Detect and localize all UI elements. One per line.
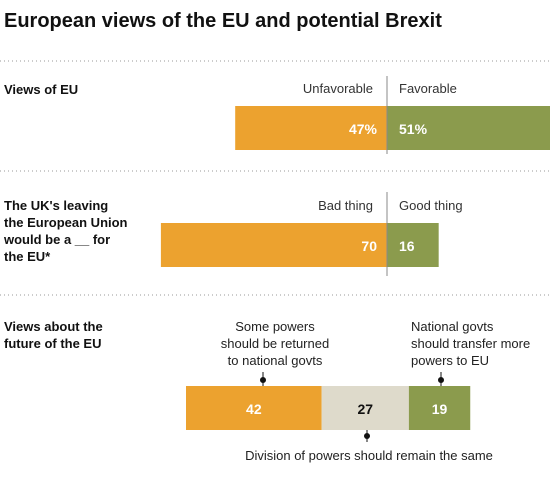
annotation-0-line-1: should be returned	[221, 336, 329, 351]
annotation-0-dot	[260, 377, 266, 383]
section-label-1-line-1: the European Union	[4, 215, 128, 230]
annotation-1-dot	[364, 433, 370, 439]
bar-1-left	[160, 223, 387, 267]
stack-label-2: 19	[432, 401, 448, 417]
bar-0-left	[235, 106, 387, 150]
section-label-1-line-2: would be a __ for	[3, 232, 110, 247]
bar-0-right	[387, 106, 550, 150]
annotation-2-line-2: powers to EU	[411, 353, 489, 368]
header-0-left: Unfavorable	[303, 81, 373, 96]
header-0-right: Favorable	[399, 81, 457, 96]
header-1-left: Bad thing	[318, 198, 373, 213]
section-label-2-line-1: future of the EU	[4, 336, 102, 351]
section-label-0-line-0: Views of EU	[4, 82, 78, 97]
annotation-2-line-0: National govts	[411, 319, 494, 334]
stack-label-1: 27	[357, 401, 373, 417]
chart-title: European views of the EU and potential B…	[4, 10, 442, 32]
annotation-2-dot	[438, 377, 444, 383]
annotation-1-line-0: Division of powers should remain the sam…	[245, 448, 493, 463]
stack-segment-1	[321, 386, 409, 430]
annotation-0-line-2: to national govts	[228, 353, 323, 368]
bar-label-1-left: 70	[361, 238, 377, 254]
annotation-2-line-1: should transfer more	[411, 336, 530, 351]
stack-label-0: 42	[246, 401, 262, 417]
bar-1-right	[387, 223, 439, 267]
stack-segment-0	[186, 386, 322, 430]
section-label-1-line-0: The UK's leaving	[4, 198, 108, 213]
annotation-0-line-0: Some powers	[235, 319, 315, 334]
stack-segment-2	[408, 386, 471, 430]
section-label-1-line-3: the EU*	[4, 249, 51, 264]
bar-label-0-left: 47%	[349, 121, 378, 137]
section-label-2-line-0: Views about the	[4, 319, 103, 334]
header-1-right: Good thing	[399, 198, 463, 213]
bar-label-0-right: 51%	[399, 121, 428, 137]
bar-label-1-right: 16	[399, 238, 415, 254]
